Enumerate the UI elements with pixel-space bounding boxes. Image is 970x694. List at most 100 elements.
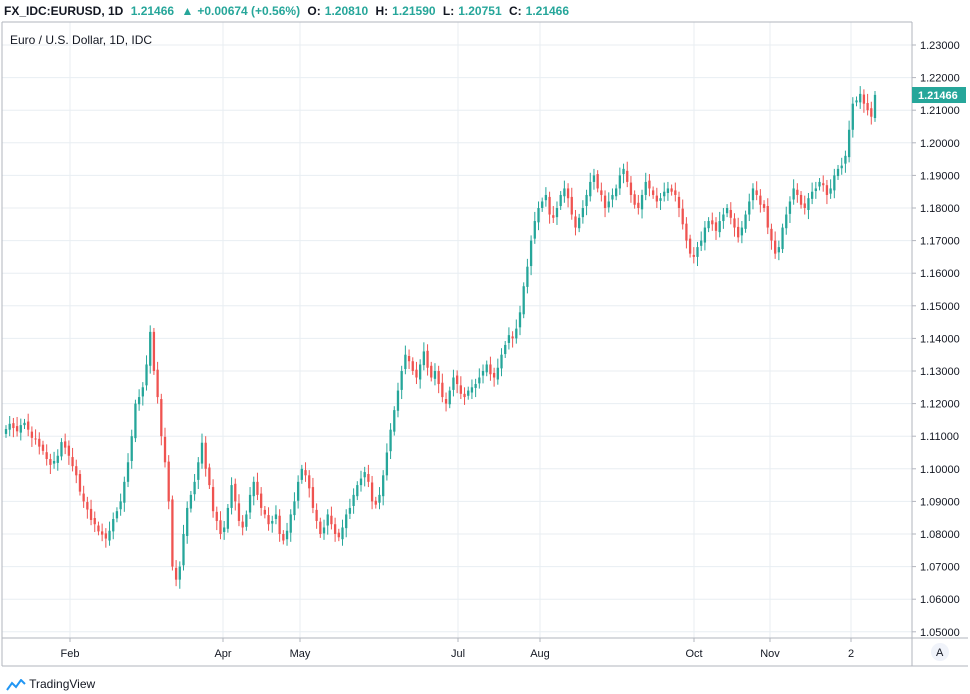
candle-body [751, 188, 755, 201]
candle-body [308, 475, 311, 489]
candle-body [803, 203, 806, 208]
candle [670, 184, 673, 196]
candle [34, 429, 37, 445]
candle [799, 191, 803, 209]
candle [230, 477, 233, 515]
candle-body [663, 191, 666, 197]
candle [156, 361, 159, 404]
time-tick-label: Aug [530, 648, 550, 660]
candle-body [189, 494, 193, 509]
price-tick-label: 1.18000 [920, 203, 960, 215]
candle [552, 206, 555, 223]
symbol-name[interactable]: FX_IDC:EURUSD, 1D [4, 4, 124, 18]
candle [400, 365, 403, 400]
price-tick-label: 1.19000 [920, 170, 960, 182]
candle [267, 507, 270, 531]
candle [733, 213, 736, 237]
candle-body [211, 487, 215, 512]
candle-body [174, 567, 178, 580]
price-tick-label: 1.17000 [920, 236, 960, 248]
candle [751, 183, 755, 210]
candle-body [134, 403, 137, 439]
candle [681, 199, 684, 230]
candle-body [774, 240, 777, 254]
price-axis[interactable]: 1.05000 1.06000 1.07000 1.08000 1.09000 1.100… [912, 40, 960, 639]
last-price-label: 1.21466 [918, 90, 958, 102]
candle [744, 210, 747, 233]
candle-body [15, 426, 19, 432]
candle [345, 509, 348, 538]
candle-body [478, 377, 481, 384]
candle [796, 183, 799, 203]
candle [293, 492, 296, 521]
candle [629, 176, 633, 203]
candle-body [829, 188, 832, 194]
candle-body [481, 371, 485, 376]
candle [566, 183, 570, 208]
candle-body [282, 534, 285, 541]
candle-body [186, 507, 189, 536]
price-tick-label: 1.12000 [920, 399, 960, 411]
candle [300, 464, 303, 484]
candle-body [552, 215, 555, 218]
candle [115, 507, 119, 523]
candle-body [729, 209, 732, 218]
candle-body [433, 371, 437, 379]
candle [559, 191, 562, 210]
candle-body [78, 474, 82, 492]
brand-footer[interactable]: TradingView [6, 676, 95, 692]
candle [725, 204, 729, 218]
candle [666, 181, 670, 201]
candle-body [822, 183, 825, 186]
candle [237, 494, 241, 527]
candle-body [208, 467, 211, 486]
auto-scale-button[interactable]: A [931, 643, 949, 661]
price-tick-label: 1.22000 [920, 73, 960, 85]
candle-body [363, 472, 366, 478]
candle-body [75, 466, 78, 476]
candle [847, 120, 851, 163]
candle [126, 453, 130, 488]
time-axis[interactable]: Feb Apr May Jul Aug Oct Nov 2 [61, 638, 855, 660]
candle-body [415, 369, 418, 378]
candle [348, 498, 352, 520]
candle [478, 368, 481, 389]
candle [441, 373, 444, 403]
candle-body [82, 493, 85, 502]
candle-body [718, 221, 721, 233]
candle-body [19, 425, 22, 433]
candle [378, 487, 381, 510]
candle [692, 247, 695, 264]
candle-body [703, 227, 707, 243]
candle-body [182, 534, 185, 566]
candle-body [4, 429, 8, 434]
price-tick-label: 1.08000 [920, 529, 960, 541]
candle [866, 93, 869, 116]
candle [437, 365, 440, 394]
candle [685, 217, 688, 249]
candle-body [692, 254, 695, 257]
candle-body [522, 286, 525, 315]
candle [788, 196, 792, 223]
candle [123, 476, 126, 512]
candle [626, 161, 629, 188]
candle [700, 231, 703, 252]
candle [615, 184, 618, 201]
candle-body [515, 328, 518, 339]
candle-body [400, 371, 403, 390]
candle-body [171, 499, 174, 567]
candle-body [640, 194, 644, 210]
candle [537, 201, 540, 231]
candle-body [666, 188, 670, 194]
candle-body [548, 196, 551, 215]
auto-scale-bg [931, 643, 949, 661]
candle-body [156, 369, 159, 398]
candle-body [770, 228, 773, 241]
candle [574, 209, 577, 236]
candle-body [126, 462, 130, 482]
candle-body [777, 247, 781, 253]
candle-body [230, 485, 233, 508]
candle-body [648, 180, 651, 189]
candle-body [873, 94, 877, 119]
